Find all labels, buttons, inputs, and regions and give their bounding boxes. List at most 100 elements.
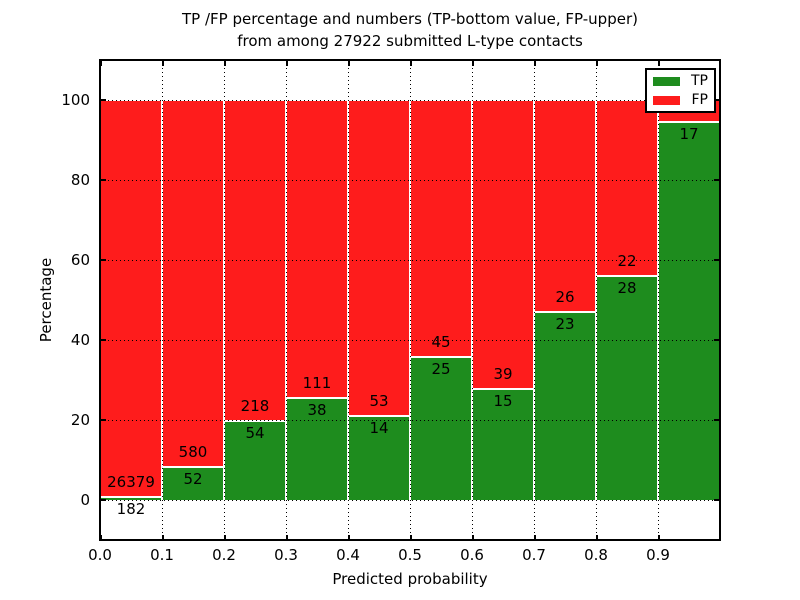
x-tick-label: 0.0 [88,546,112,564]
x-tick-mark-top [472,61,474,66]
legend: TP FP [645,68,716,113]
x-tick-label: 0.5 [398,546,422,564]
y-tick-label: 20 [70,411,90,429]
gridline-vertical [162,60,163,540]
tp-count-label: 28 [617,279,637,297]
gridline-vertical [596,60,597,540]
bar-tp-segment [348,416,410,500]
x-tick-label: 0.1 [150,546,174,564]
x-tick-mark-top [410,61,412,66]
fp-count-label: 218 [240,396,270,415]
gridline-vertical [286,60,287,540]
x-tick-label: 0.2 [212,546,236,564]
tp-count-label: 14 [369,419,389,438]
tp-count-label: 25 [431,360,451,379]
bar-fp-segment [100,100,162,498]
fp-count-label: 53 [369,392,389,411]
bar-fp-segment [162,100,224,468]
legend-swatch-tp-icon [653,76,680,86]
gridline-vertical [658,60,659,540]
x-tick-mark-top [534,61,536,66]
bar-fp-segment [534,100,596,313]
x-tick-mark-top [162,61,164,66]
legend-entry-tp: TP [647,73,714,89]
y-tick-mark-right [714,339,719,341]
x-tick-mark-top [596,61,598,66]
fp-count-label: 111 [302,374,332,392]
bar-fp-segment [596,100,658,276]
bar-tp-segment [596,276,658,500]
x-tick-mark [658,535,660,540]
chart-title-line2: from among 27922 submitted L-type contac… [237,32,583,50]
x-tick-mark [286,535,288,540]
gridline-vertical [348,60,349,540]
x-tick-label: 0.7 [522,546,546,564]
x-tick-mark [162,535,164,540]
tp-count-label: 38 [307,401,327,419]
x-tick-mark-top [224,61,226,66]
x-tick-label: 0.4 [336,546,360,564]
bar-tp-segment [162,467,224,500]
y-tick-label: 80 [70,171,90,189]
fp-count-label: 39 [493,364,513,383]
x-axis-label: Predicted probability [332,570,488,588]
y-tick-mark-right [714,419,719,421]
bar-tp-segment [410,357,472,500]
y-tick-mark [101,499,106,501]
x-tick-mark [410,535,412,540]
x-tick-mark-top [286,61,288,66]
y-tick-label: 100 [61,91,90,109]
chart-title: TP /FP percentage and numbers (TP-bottom… [100,8,720,52]
bar-fp-segment [348,100,410,417]
x-tick-mark [224,535,226,540]
bar-fp-segment [410,100,472,358]
y-tick-label: 40 [70,331,90,349]
chart-title-line1: TP /FP percentage and numbers (TP-bottom… [182,10,638,28]
y-tick-label: 60 [70,251,90,269]
fp-count-label: 45 [431,333,451,352]
y-tick-mark-right [714,259,719,261]
legend-label-fp: FP [691,92,709,108]
y-tick-mark-right [714,99,719,101]
fp-count-label: 580 [178,443,208,462]
x-tick-mark [596,535,598,540]
legend-entry-fp: FP [647,92,714,108]
bar-tp-segment [472,388,534,500]
fp-count-label: 22 [617,252,637,270]
tp-count-label: 23 [555,315,575,334]
x-tick-mark-top [100,61,102,66]
y-axis-label: Percentage [37,257,55,343]
bar-tp-segment [286,398,348,500]
x-tick-mark [348,535,350,540]
y-tick-mark [101,99,106,101]
bar-tp-segment [658,122,720,500]
x-tick-label: 0.8 [584,546,608,564]
y-tick-mark [101,179,106,181]
legend-label-tp: TP [691,73,708,89]
tp-count-label: 15 [493,391,513,410]
x-tick-mark-top [658,61,660,66]
fp-count-label: 26 [555,288,575,307]
x-tick-label: 0.9 [646,546,670,564]
legend-swatch-fp-icon [653,95,680,105]
y-tick-mark [101,259,106,261]
x-tick-label: 0.6 [460,546,484,564]
gridline-vertical [534,60,535,540]
bar-fp-segment [286,100,348,398]
x-tick-mark [534,535,536,540]
y-tick-mark-right [714,179,719,181]
gridline-vertical [224,60,225,540]
bar-fp-segment [472,100,534,389]
x-tick-mark [472,535,474,540]
y-tick-mark-right [714,499,719,501]
tp-count-label: 17 [679,125,699,144]
fp-count-label: 26379 [107,473,155,492]
gridline-vertical [472,60,473,540]
x-tick-label: 0.3 [274,546,298,564]
x-tick-mark-top [348,61,350,66]
tp-count-label: 52 [183,470,203,489]
tp-count-label: 182 [116,500,146,519]
y-tick-mark [101,419,106,421]
